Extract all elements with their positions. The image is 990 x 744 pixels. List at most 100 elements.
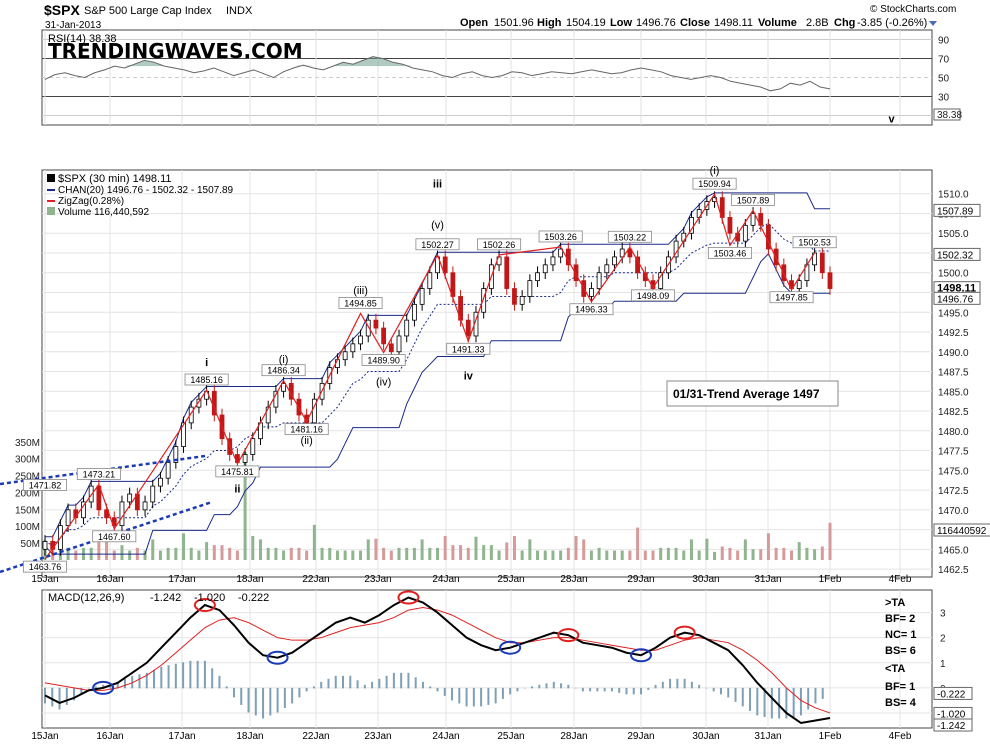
macd-hist-bar [683, 678, 686, 689]
wave-label: (i) [710, 165, 720, 177]
price-label: 1489.90 [367, 356, 400, 366]
volume-bar [713, 551, 717, 560]
price-label: 1475.81 [221, 467, 254, 477]
volume-bar [820, 546, 824, 560]
wave-label: iv [464, 370, 474, 382]
macd-hist-bar [429, 686, 432, 689]
volume-bar [335, 550, 339, 560]
x-axis-label: 25Jan [497, 731, 524, 742]
rsi-tick: 30 [938, 93, 950, 104]
volume-bar [174, 547, 178, 560]
candle [65, 509, 71, 527]
volume-bar [674, 547, 678, 560]
volume-bar [143, 550, 147, 560]
rsi-last-value: 38.38 [937, 110, 962, 121]
volume-bar [320, 547, 324, 560]
right-tag: 1507.89 [937, 206, 974, 217]
macd-hist-bar [443, 687, 446, 696]
macd-legend: MACD(12,26,9) -1.242 -1.020 -0.222 [48, 592, 269, 604]
volume-tick: 200M [15, 488, 40, 499]
volume-bar [790, 550, 794, 560]
volume-bar [166, 547, 170, 560]
price-tick: 1485.0 [938, 387, 969, 398]
volume-bar [728, 547, 732, 560]
rsi-tick: 50 [938, 74, 950, 85]
volume-bar [420, 539, 424, 560]
macd-hist-bar [807, 687, 810, 710]
x-axis-label: 17Jan [168, 574, 195, 585]
macd-legend-hist: -0.222 [238, 592, 269, 604]
candle [196, 398, 202, 408]
macd-side-label: NC= 1 [885, 629, 917, 641]
candle [388, 343, 394, 353]
volume-bar [751, 549, 755, 560]
macd-hist-bar [712, 687, 715, 692]
low-value: 1496.76 [636, 17, 676, 29]
volume-bar [805, 547, 809, 560]
open-value: 1501.96 [494, 17, 534, 29]
candle [504, 256, 510, 289]
price-label-box [477, 238, 522, 251]
chart-date: 31-Jan-2013 [45, 20, 102, 31]
macd-hist-bar [654, 684, 657, 689]
rsi-legend: RSI(14) 38.38 [48, 33, 116, 45]
price-label: 1503.26 [544, 232, 577, 242]
price-label-box [415, 238, 460, 251]
volume-bar [305, 550, 309, 560]
volume-bar [459, 545, 463, 560]
macd-panel [41, 589, 933, 729]
candle [150, 485, 156, 503]
rsi-line [44, 56, 831, 92]
dropdown-arrow-icon[interactable] [929, 21, 937, 26]
volume-bar [212, 545, 216, 560]
macd-hist-bar [480, 687, 483, 707]
candle [550, 256, 556, 266]
macd-right-tags: -0.222 -1.020-1.242 [933, 686, 973, 732]
volume-bar [813, 549, 817, 560]
candle [365, 319, 371, 337]
price-label: 1471.82 [29, 480, 62, 490]
legend-symbol: $SPX (30 min) 1498.11 [58, 173, 172, 185]
macd-hist-bar [203, 660, 206, 689]
volume-bar [412, 547, 416, 560]
macd-hist-bar [378, 678, 381, 689]
volume-bar [759, 549, 763, 560]
price-tick: 1482.5 [938, 407, 969, 418]
macd-hist-bar [320, 681, 323, 689]
price-panel [41, 169, 933, 578]
volume-bar [74, 550, 78, 560]
candle [612, 256, 617, 266]
x-axis-upper: 15Jan 16Jan 17Jan 18Jan 22Jan 23Jan 24Jan 25Jan… [31, 574, 911, 585]
price-label: 1485.16 [190, 375, 223, 385]
candle [750, 213, 756, 226]
legend-chan: CHAN(20) 1496.76 - 1502.32 - 1507.89 [58, 185, 234, 196]
candle [350, 343, 356, 353]
macd-hist-bar [770, 687, 773, 719]
macd-hist-bar [327, 678, 330, 689]
candle [519, 296, 525, 305]
macd-cross-marker [499, 640, 522, 655]
macd-hist-bar [778, 687, 781, 719]
zigzag-line [44, 192, 816, 560]
macd-signal-line [44, 607, 831, 714]
macd-side-label: >TA [885, 597, 905, 609]
macd-hist-bar [465, 687, 468, 707]
candle [481, 288, 487, 313]
volume-bar [289, 547, 293, 560]
candle [127, 493, 133, 503]
candle [573, 264, 579, 282]
macd-hist-bar [814, 687, 817, 704]
x-axis-label: 16Jan [96, 731, 123, 742]
macd-hist-bar [487, 687, 490, 705]
macd-hist-bar [356, 680, 359, 689]
macd-hist-bar [312, 686, 315, 689]
macd-hist-bar [567, 684, 570, 689]
macd-hist-bar [501, 687, 504, 699]
macd-hist-bar [211, 668, 214, 689]
macd-hist-bar [676, 678, 679, 689]
volume-bar [689, 539, 693, 560]
price-legend: $SPX (30 min) 1498.11 CHAN(20) 1496.76 -… [47, 173, 234, 218]
trendlines [0, 454, 213, 574]
macd-tag-box [933, 718, 973, 732]
